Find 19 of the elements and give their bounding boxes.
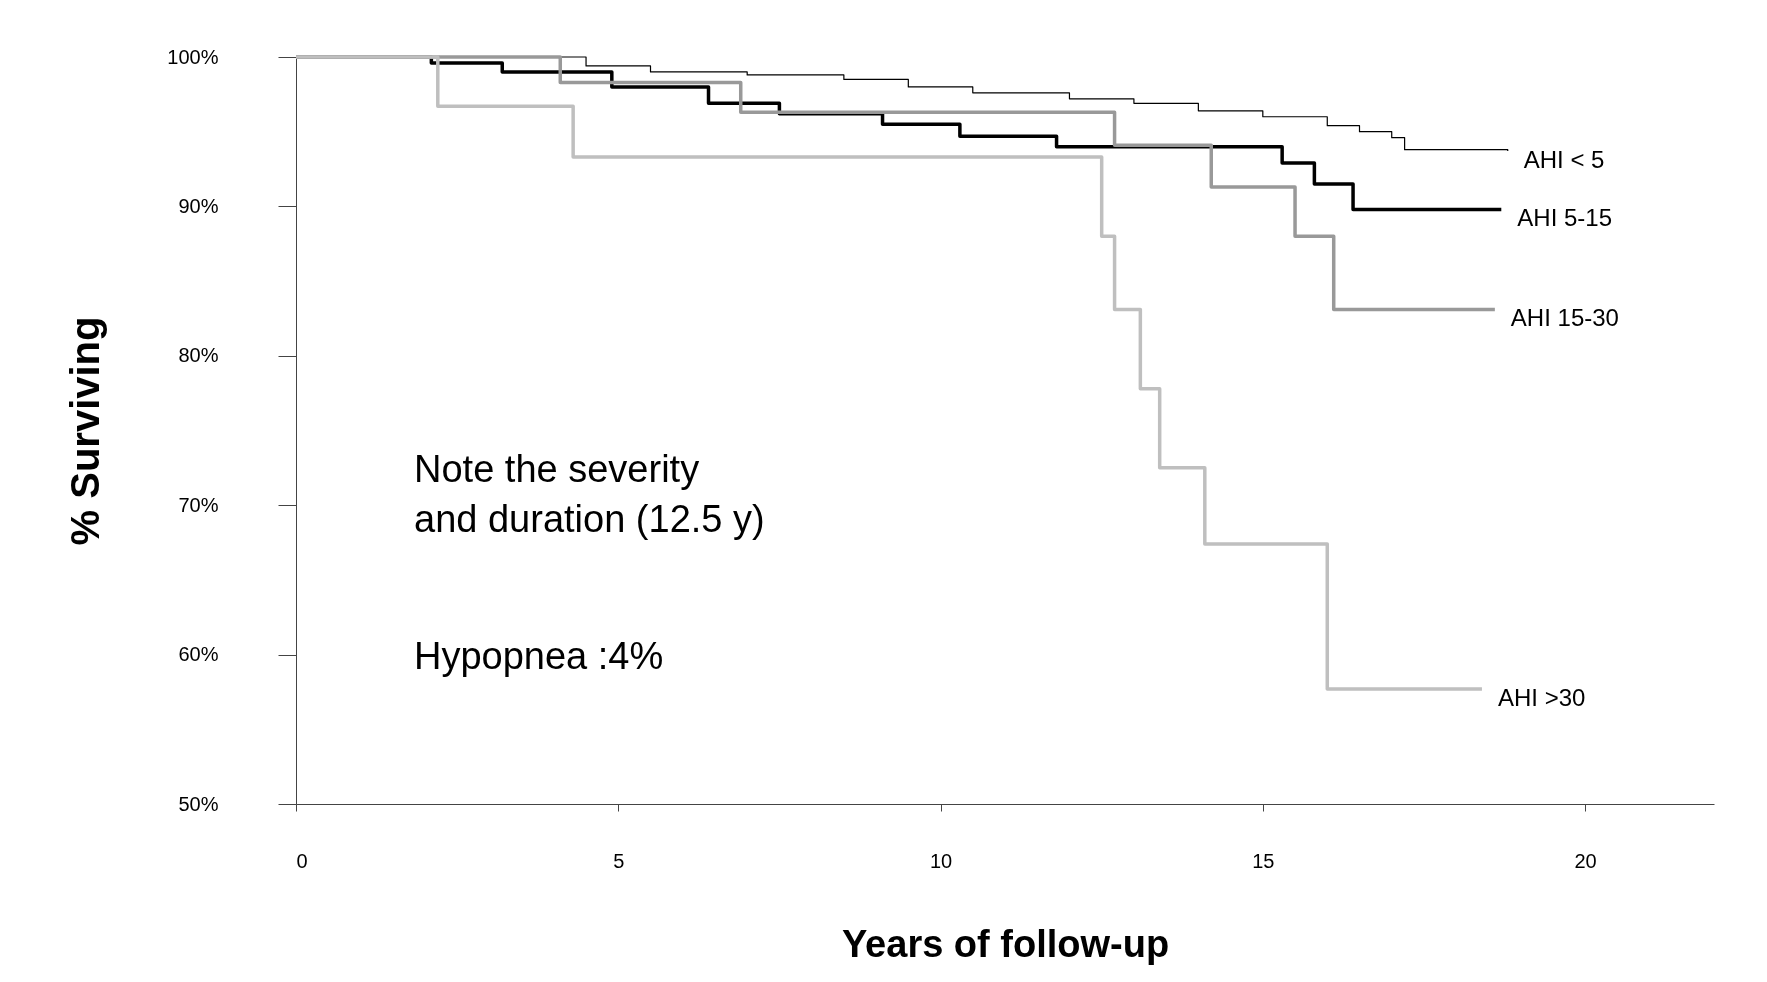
x-tick-label: 5	[613, 849, 625, 872]
y-tick-label: 60%	[178, 643, 219, 666]
x-axis-title: Years of follow-up	[841, 922, 1170, 965]
annotation: Note the severity and duration (12.5 y)	[414, 448, 765, 540]
y-tick-label: 80%	[178, 344, 219, 367]
y-axis-title: % Surviving	[63, 316, 108, 546]
y-tick-label: 90%	[178, 194, 219, 217]
annotation: Hypopnea :4%	[414, 635, 664, 677]
y-tick-label: 50%	[178, 792, 219, 815]
series-label: AHI < 5	[1523, 146, 1605, 174]
x-tick-label: 0	[296, 849, 308, 872]
series-label: AHI 15-30	[1510, 304, 1619, 332]
x-tick-label: 10	[929, 849, 953, 872]
x-tick-label: 15	[1252, 849, 1275, 872]
series-label: AHI 5-15	[1517, 204, 1613, 232]
series-label: AHI >30	[1497, 683, 1586, 711]
y-tick-label: 100%	[167, 45, 219, 68]
y-tick-label: 70%	[178, 493, 219, 516]
x-tick-label: 20	[1574, 849, 1597, 872]
